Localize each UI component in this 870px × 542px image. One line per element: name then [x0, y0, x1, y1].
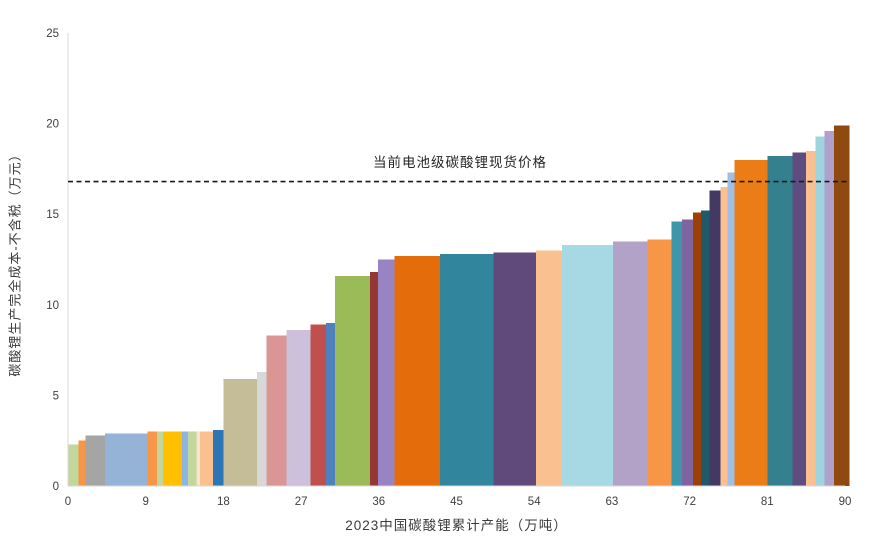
cost-bar	[700, 210, 710, 486]
y-tick-label: 25	[46, 28, 59, 40]
cost-bar	[105, 433, 148, 486]
cost-bar	[213, 429, 224, 486]
cost-bar	[440, 254, 495, 486]
cost-bar	[334, 275, 371, 486]
cost-bar	[78, 440, 86, 486]
x-tick-label: 36	[372, 496, 385, 508]
cost-bar	[681, 219, 694, 486]
x-tick-label: 18	[217, 496, 230, 508]
y-tick-label: 0	[53, 481, 59, 493]
cost-bar	[693, 212, 702, 486]
cost-bar	[815, 136, 825, 486]
x-tick-label: 63	[606, 496, 619, 508]
cost-bar	[671, 221, 683, 486]
spot-price-line-label: 当前电池级碳酸锂现货价格	[373, 155, 547, 170]
cost-bar	[223, 379, 258, 486]
x-tick-label: 27	[295, 496, 308, 508]
x-tick-label: 9	[142, 496, 148, 508]
cost-bar	[188, 431, 198, 486]
cost-bar	[806, 150, 817, 486]
y-tick-label: 15	[46, 209, 59, 221]
cost-bar	[257, 371, 267, 486]
cost-bar	[647, 239, 672, 486]
y-axis-title: 碳酸锂生产完全成本-不含税（万元）	[7, 147, 23, 377]
x-tick-label: 81	[761, 496, 774, 508]
y-tick-label: 20	[46, 119, 59, 131]
cost-bar	[394, 255, 441, 486]
cost-bar	[493, 252, 537, 486]
cost-bar	[727, 172, 735, 486]
cost-bar	[734, 159, 768, 486]
cost-bar	[286, 330, 311, 486]
cost-bar	[266, 335, 287, 486]
x-tick-label: 90	[839, 496, 852, 508]
cost-bar	[156, 431, 164, 486]
cost-bar	[147, 431, 158, 486]
cost-bar	[561, 245, 614, 486]
cost-bar	[833, 125, 850, 486]
cost-bar	[709, 190, 722, 486]
cost-bar	[196, 431, 201, 486]
cost-bar	[181, 431, 189, 486]
cost-bar	[200, 431, 214, 486]
cost-bar	[326, 322, 336, 486]
cost-bar	[68, 444, 79, 486]
cost-bar	[370, 272, 379, 486]
cost-bar	[792, 152, 807, 486]
cost-bar	[535, 250, 563, 486]
x-tick-label: 72	[683, 496, 696, 508]
x-tick-label: 0	[65, 496, 71, 508]
x-tick-label: 54	[528, 496, 541, 508]
y-tick-label: 5	[53, 390, 59, 402]
x-tick-label: 45	[450, 496, 463, 508]
y-tick-label: 10	[46, 300, 59, 312]
cost-bar	[85, 435, 106, 486]
cost-bar	[162, 431, 183, 486]
cost-bar	[310, 324, 327, 486]
cost-bar	[612, 241, 648, 486]
cost-bar	[720, 187, 728, 486]
cost-bar	[767, 156, 793, 486]
cost-bar	[377, 259, 395, 486]
cost-bar	[824, 130, 835, 486]
x-axis-title: 2023中国碳酸锂累计产能（万吨）	[345, 518, 568, 533]
